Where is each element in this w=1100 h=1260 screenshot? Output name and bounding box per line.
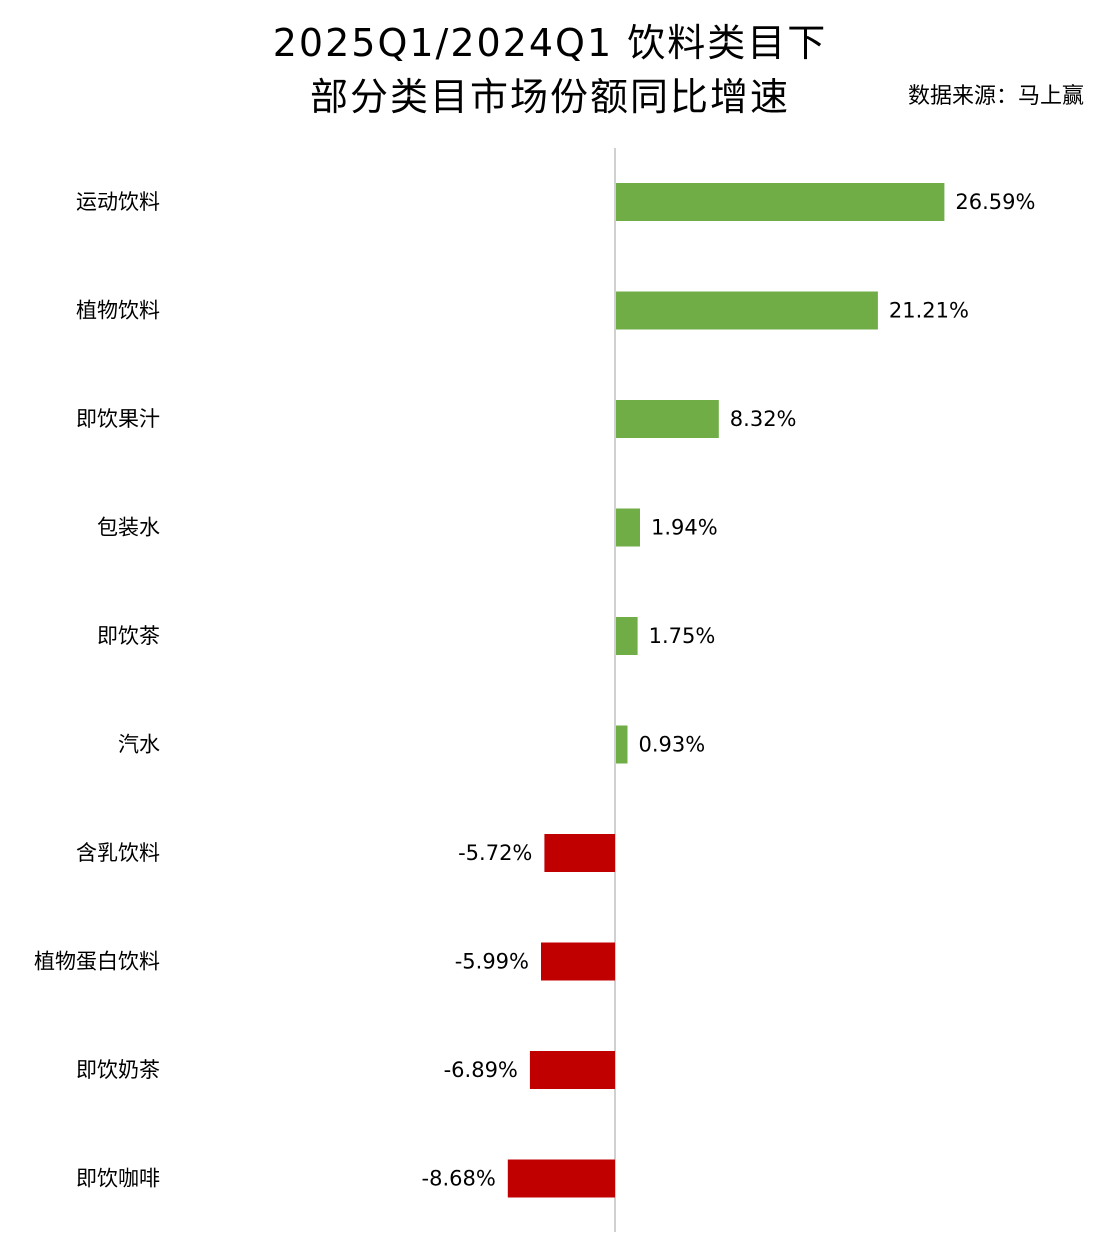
category-label: 含乳饮料: [76, 841, 160, 865]
data-label: 1.75%: [649, 624, 716, 648]
data-label: -6.89%: [444, 1058, 518, 1082]
bar: [616, 617, 638, 655]
data-label: -5.72%: [458, 841, 532, 865]
category-label: 植物蛋白饮料: [34, 950, 160, 974]
bar: [544, 834, 615, 872]
bar: [507, 1159, 615, 1198]
bar: [616, 725, 628, 764]
data-label: 1.94%: [651, 516, 718, 540]
bar: [616, 291, 878, 330]
category-label: 即饮奶茶: [76, 1058, 160, 1082]
chart-title-line-2: 部分类目市场份额同比增速: [309, 75, 790, 119]
category-label: 即饮咖啡: [76, 1167, 160, 1191]
category-label: 即饮果汁: [76, 407, 160, 431]
data-label: 21.21%: [889, 299, 969, 323]
category-label: 植物饮料: [76, 299, 160, 323]
data-label: 26.59%: [955, 190, 1035, 214]
bar: [616, 183, 945, 221]
bar: [616, 400, 719, 438]
chart-title-line-1: 2025Q1/2024Q1 饮料类目下: [272, 21, 828, 65]
data-label: -8.68%: [422, 1167, 496, 1191]
bar: [616, 508, 640, 547]
category-label: 包装水: [97, 516, 160, 540]
data-label: -5.99%: [455, 950, 529, 974]
data-label: 8.32%: [730, 407, 797, 431]
data-source-note: 数据来源：马上赢: [907, 84, 1084, 109]
category-label: 汽水: [118, 733, 160, 757]
data-label: 0.93%: [639, 733, 706, 757]
bar: [541, 942, 615, 981]
category-label: 即饮茶: [97, 624, 160, 648]
bar: [529, 1051, 615, 1089]
category-label: 运动饮料: [76, 190, 160, 214]
